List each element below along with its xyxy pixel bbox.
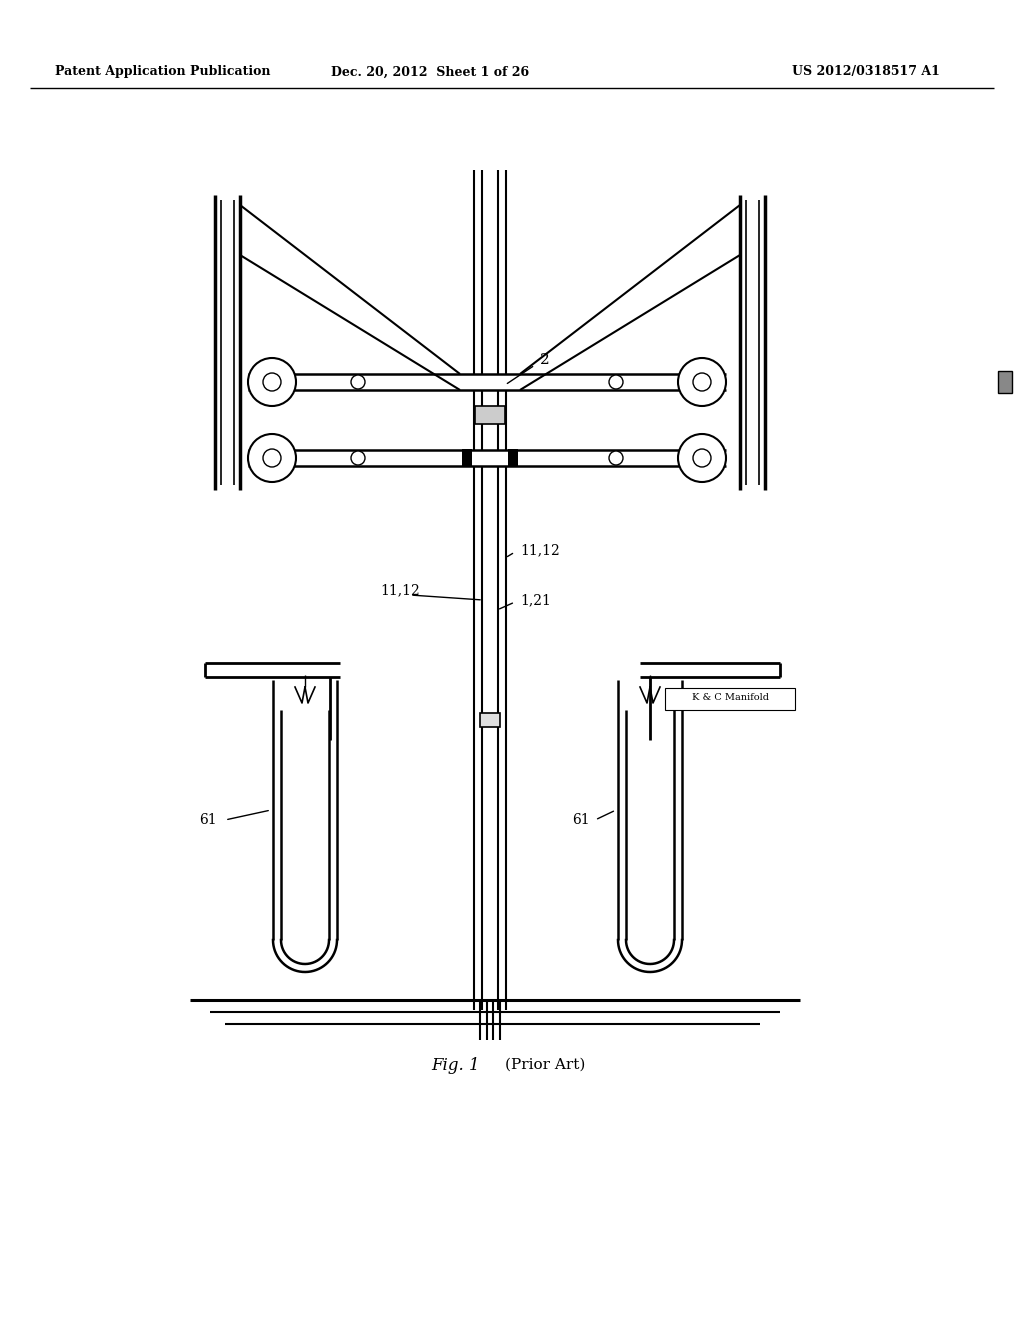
Text: 61: 61 — [572, 813, 590, 828]
Circle shape — [351, 375, 365, 389]
Text: 2: 2 — [540, 352, 550, 367]
Bar — [998, 371, 1012, 393]
Circle shape — [248, 358, 296, 407]
Circle shape — [263, 374, 281, 391]
Text: 1,21: 1,21 — [520, 593, 551, 607]
Bar — [665, 688, 795, 710]
Bar — [508, 449, 518, 467]
Circle shape — [351, 451, 365, 465]
Circle shape — [678, 434, 726, 482]
Circle shape — [693, 449, 711, 467]
Circle shape — [609, 375, 623, 389]
Circle shape — [248, 434, 296, 482]
Bar — [475, 407, 505, 424]
Circle shape — [263, 449, 281, 467]
Bar — [480, 713, 500, 727]
Text: (Prior Art): (Prior Art) — [505, 1059, 586, 1072]
Text: 11,12: 11,12 — [520, 543, 560, 557]
Text: Dec. 20, 2012  Sheet 1 of 26: Dec. 20, 2012 Sheet 1 of 26 — [331, 66, 529, 78]
Bar — [215, 195, 240, 490]
Bar — [998, 371, 1012, 393]
Text: K & C Manifold: K & C Manifold — [691, 693, 768, 702]
Bar — [462, 449, 472, 467]
Text: Fig. 1: Fig. 1 — [431, 1056, 480, 1073]
Bar — [248, 374, 726, 389]
Bar — [740, 195, 765, 490]
Circle shape — [678, 358, 726, 407]
Text: 11,12: 11,12 — [380, 583, 420, 597]
Text: 61: 61 — [200, 813, 217, 828]
Bar — [475, 407, 505, 424]
Circle shape — [609, 451, 623, 465]
Text: Patent Application Publication: Patent Application Publication — [55, 66, 270, 78]
Text: US 2012/0318517 A1: US 2012/0318517 A1 — [793, 66, 940, 78]
Circle shape — [693, 374, 711, 391]
Bar — [248, 450, 726, 466]
